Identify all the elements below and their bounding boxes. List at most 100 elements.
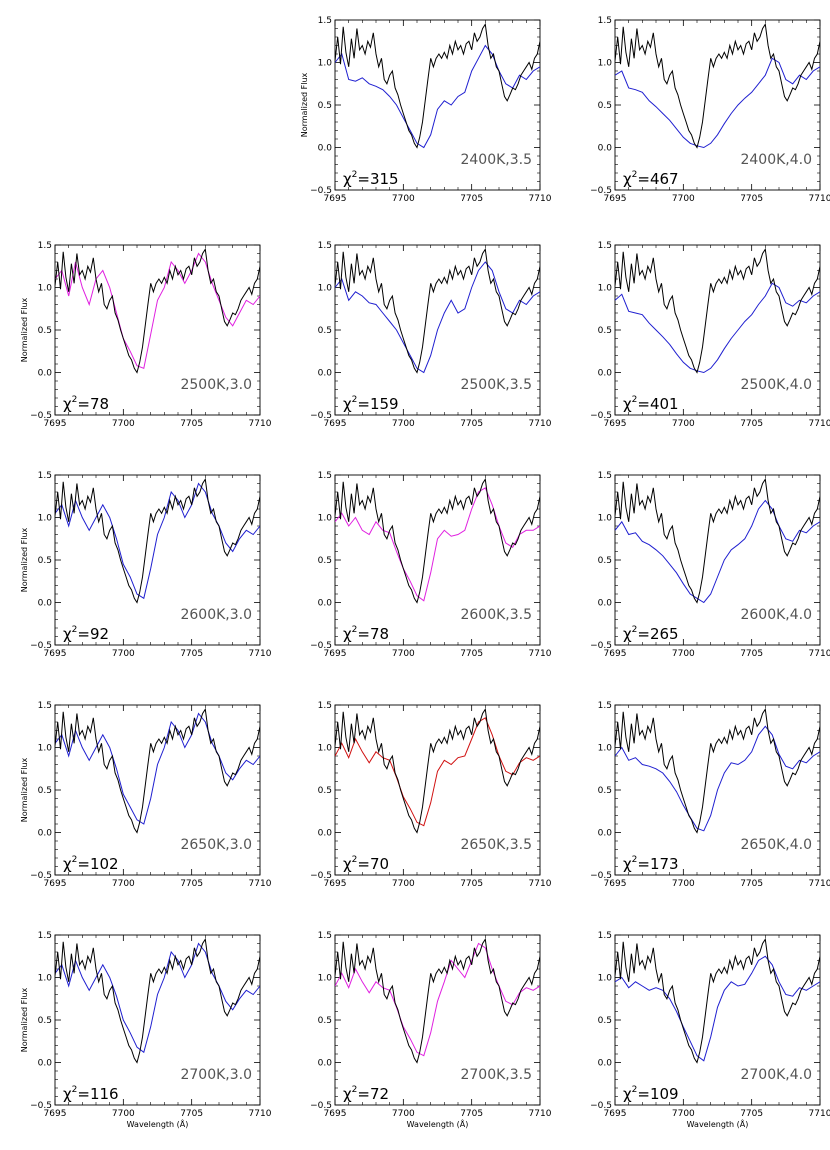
x-tick-label: 7695 bbox=[604, 879, 627, 889]
panel-4: 7695 7700 7705 7710 −0.5 0.0 0.5 1.0 1.5 χ2=159 25… bbox=[310, 241, 552, 429]
observed-spectrum-line bbox=[335, 247, 540, 374]
model-parameter-label: 2500K,3.5 bbox=[460, 377, 532, 393]
model-spectrum-line bbox=[55, 252, 260, 369]
model-parameter-label: 2600K,3.5 bbox=[460, 607, 532, 623]
x-tick-label: 7700 bbox=[392, 194, 415, 204]
y-tick-label: 1.5 bbox=[598, 241, 612, 251]
x-axis-label: Wavelength (Å) bbox=[687, 1118, 749, 1129]
chi2-annotation: χ2=265 bbox=[623, 625, 679, 643]
model-spectrum-line bbox=[615, 57, 820, 149]
model-parameter-label: 2400K,4.0 bbox=[740, 152, 812, 168]
x-tick-label: 7700 bbox=[672, 1109, 695, 1119]
panel-5: 7695 7700 7705 7710 −0.5 0.0 0.5 1.0 1.5 χ2=401 25… bbox=[590, 241, 830, 429]
panel-8: 7695 7700 7705 7710 −0.5 0.0 0.5 1.0 1.5 χ2=265 26… bbox=[590, 471, 830, 659]
panel-9: 7695 7700 7705 7710 −0.5 0.0 0.5 1.0 1.5 Normaliz… bbox=[20, 701, 272, 889]
chi2-annotation: χ2=72 bbox=[343, 1085, 389, 1103]
x-tick-label: 7710 bbox=[249, 649, 272, 659]
panel-3: 7695 7700 7705 7710 −0.5 0.0 0.5 1.0 1.5 Normaliz… bbox=[20, 241, 272, 429]
observed-spectrum-line bbox=[55, 247, 260, 374]
x-axis-label: Wavelength (Å) bbox=[407, 1118, 469, 1129]
x-tick-label: 7695 bbox=[604, 649, 627, 659]
y-tick-label: 1.5 bbox=[38, 931, 52, 941]
y-tick-label: −0.5 bbox=[310, 641, 332, 651]
y-tick-label: 1.0 bbox=[38, 284, 53, 294]
y-tick-label: 1.5 bbox=[318, 931, 332, 941]
y-tick-label: 0.0 bbox=[318, 829, 333, 839]
x-tick-label: 7705 bbox=[740, 194, 763, 204]
y-tick-label: 1.0 bbox=[38, 514, 53, 524]
chi2-annotation: χ2=92 bbox=[63, 625, 109, 643]
x-tick-label: 7710 bbox=[249, 879, 272, 889]
model-parameter-label: 2500K,4.0 bbox=[740, 377, 812, 393]
x-tick-label: 7705 bbox=[180, 419, 203, 429]
y-axis-label: Normalized Flux bbox=[300, 72, 309, 137]
x-tick-label: 7705 bbox=[740, 649, 763, 659]
y-tick-label: 0.0 bbox=[598, 1059, 613, 1069]
model-spectrum-line bbox=[55, 942, 260, 1054]
x-tick-label: 7695 bbox=[44, 649, 67, 659]
model-parameter-label: 2500K,3.0 bbox=[180, 377, 252, 393]
panel-12: 7695 7700 7705 7710 −0.5 0.0 0.5 1.0 1.5 Normaliz… bbox=[20, 931, 272, 1129]
y-tick-label: 0.5 bbox=[598, 786, 612, 796]
y-tick-label: −0.5 bbox=[310, 411, 332, 421]
y-tick-label: −0.5 bbox=[310, 871, 332, 881]
model-spectrum-line bbox=[335, 717, 540, 827]
observed-spectrum-line bbox=[55, 937, 260, 1064]
observed-spectrum-line bbox=[615, 22, 820, 149]
y-tick-label: 0.5 bbox=[38, 326, 52, 336]
y-tick-label: 1.5 bbox=[38, 241, 52, 251]
y-tick-label: 0.5 bbox=[38, 1016, 52, 1026]
model-parameter-label: 2650K,3.0 bbox=[180, 837, 252, 853]
observed-spectrum-line bbox=[335, 477, 540, 604]
x-tick-label: 7695 bbox=[324, 649, 347, 659]
x-tick-label: 7700 bbox=[392, 649, 415, 659]
x-tick-label: 7705 bbox=[180, 1109, 203, 1119]
x-tick-label: 7695 bbox=[44, 1109, 67, 1119]
x-tick-label: 7700 bbox=[672, 419, 695, 429]
y-tick-label: −0.5 bbox=[590, 871, 612, 881]
model-parameter-label: 2700K,4.0 bbox=[740, 1067, 812, 1083]
observed-spectrum-line bbox=[615, 707, 820, 834]
x-tick-label: 7705 bbox=[180, 879, 203, 889]
model-spectrum-line bbox=[615, 282, 820, 374]
chi2-annotation: χ2=315 bbox=[343, 170, 399, 188]
x-tick-label: 7705 bbox=[460, 1109, 483, 1119]
y-tick-label: 1.5 bbox=[318, 241, 332, 251]
x-tick-label: 7710 bbox=[529, 419, 552, 429]
observed-spectrum-line bbox=[335, 22, 540, 149]
chi2-annotation: χ2=102 bbox=[63, 855, 119, 873]
y-tick-label: 0.0 bbox=[598, 369, 613, 379]
y-tick-label: −0.5 bbox=[30, 871, 52, 881]
y-axis-label: Normalized Flux bbox=[20, 987, 29, 1052]
y-tick-label: −0.5 bbox=[310, 186, 332, 196]
chi2-annotation: χ2=401 bbox=[623, 395, 679, 413]
x-tick-label: 7700 bbox=[392, 879, 415, 889]
chi2-annotation: χ2=109 bbox=[623, 1085, 679, 1103]
x-tick-label: 7700 bbox=[672, 649, 695, 659]
observed-spectrum-line bbox=[615, 247, 820, 374]
chi2-annotation: χ2=159 bbox=[343, 395, 399, 413]
panel-13: 7695 7700 7705 7710 −0.5 0.0 0.5 1.0 1.5 Waveleng… bbox=[310, 931, 552, 1129]
y-tick-label: −0.5 bbox=[590, 1101, 612, 1111]
y-tick-label: 1.5 bbox=[38, 701, 52, 711]
y-tick-label: 1.0 bbox=[318, 284, 333, 294]
chi2-annotation: χ2=78 bbox=[343, 625, 389, 643]
x-tick-label: 7705 bbox=[740, 879, 763, 889]
y-tick-label: 1.0 bbox=[318, 59, 333, 69]
model-spectrum-line bbox=[55, 712, 260, 825]
x-tick-label: 7710 bbox=[809, 1109, 830, 1119]
y-tick-label: −0.5 bbox=[30, 1101, 52, 1111]
y-tick-label: 1.5 bbox=[598, 931, 612, 941]
y-tick-label: 1.5 bbox=[598, 471, 612, 481]
y-tick-label: 0.0 bbox=[598, 599, 613, 609]
y-tick-label: 0.5 bbox=[318, 326, 332, 336]
x-tick-label: 7710 bbox=[529, 1109, 552, 1119]
y-tick-label: 0.5 bbox=[598, 1016, 612, 1026]
x-tick-label: 7700 bbox=[112, 1109, 135, 1119]
y-tick-label: −0.5 bbox=[590, 186, 612, 196]
x-tick-label: 7695 bbox=[324, 194, 347, 204]
x-tick-label: 7705 bbox=[460, 194, 483, 204]
x-tick-label: 7695 bbox=[604, 1109, 627, 1119]
model-parameter-label: 2400K,3.5 bbox=[460, 152, 532, 168]
